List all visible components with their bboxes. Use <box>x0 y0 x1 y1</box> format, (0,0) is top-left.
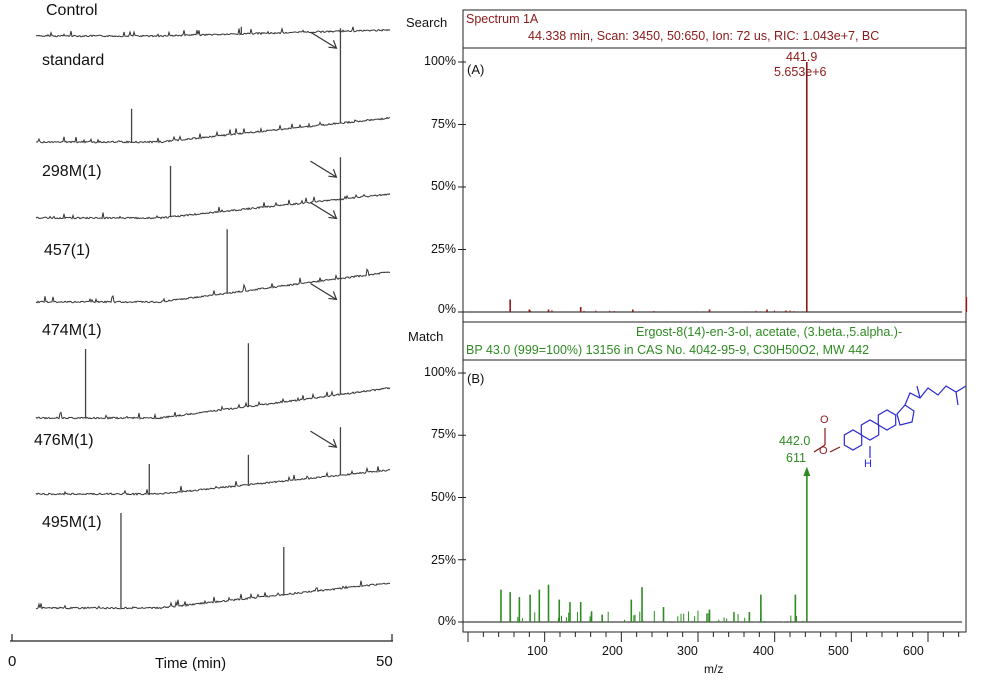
peak-label-mz-b: 442.0 <box>779 434 811 448</box>
chromatogram-trace-6 <box>35 466 391 496</box>
structure-side-chain <box>904 385 967 406</box>
trace-label-457: 457(1) <box>44 242 91 259</box>
peak-arrow <box>310 282 337 300</box>
time-axis-label: Time (min) <box>155 655 227 672</box>
trace-label-standard: standard <box>42 52 105 69</box>
structure-ring-c <box>877 409 897 431</box>
x-tick-300: 300 <box>677 644 698 658</box>
structure-ring-b <box>860 419 880 441</box>
time-axis-end: 50 <box>376 653 393 670</box>
y-tick-bottom-100: 100% <box>424 365 456 379</box>
y-tick-top-75: 75% <box>430 117 456 131</box>
trace-label-495m: 495M(1) <box>42 514 102 531</box>
structure-acetyl <box>813 444 826 453</box>
peak-arrow <box>310 430 337 448</box>
panel-label-a: (A) <box>467 62 485 77</box>
chromatogram-trace-1 <box>35 26 391 38</box>
structure-methyl <box>955 391 959 406</box>
y-tick-bottom-50: 50% <box>430 490 456 504</box>
peak-arrow-head <box>328 438 338 448</box>
trace-label-298m: 298M(1) <box>42 163 102 180</box>
peak-arrow-head <box>328 168 338 178</box>
y-tick-top-100: 100% <box>424 54 456 68</box>
peak-arrow <box>310 201 337 219</box>
search-label: Search <box>406 15 448 30</box>
x-tick-400: 400 <box>753 644 774 658</box>
trace-label-474m: 474M(1) <box>42 322 102 339</box>
chromatogram-trace-4 <box>35 268 390 304</box>
match-peak-arrow <box>803 466 811 477</box>
trace-label-476m: 476M(1) <box>34 432 94 449</box>
x-tick-200: 200 <box>602 644 623 658</box>
y-tick-bottom-75: 75% <box>430 427 456 441</box>
match-label: Match <box>408 329 444 344</box>
chromatogram-trace-2 <box>35 116 391 144</box>
peak-label-intensity-b: 611 <box>786 451 806 465</box>
spectrum-top-frame <box>462 9 967 323</box>
spectrum-title: Spectrum 1A <box>466 12 539 26</box>
chromatogram-trace-5 <box>35 387 391 420</box>
peak-label-mz-a: 441.9 <box>786 50 818 64</box>
structure-ester-bond <box>829 446 841 453</box>
peak-arrow-head <box>328 39 338 49</box>
structure-atom-o2: O <box>819 445 828 457</box>
peak-arrow <box>310 160 337 178</box>
peak-label-intensity-a: 5.653e+6 <box>774 65 827 79</box>
x-tick-600: 600 <box>903 644 924 658</box>
match-info: BP 43.0 (999=100%) 13156 in CAS No. 4042… <box>466 343 870 357</box>
time-axis-start: 0 <box>8 653 17 670</box>
x-axis-label-mz: m/z <box>704 662 724 676</box>
x-tick-500: 500 <box>828 644 849 658</box>
y-tick-top-50: 50% <box>430 179 456 193</box>
chromatogram-traces <box>10 26 393 642</box>
structure-ring-d <box>896 404 915 426</box>
y-tick-top-0: 0% <box>437 302 456 316</box>
y-tick-bottom-0: 0% <box>437 614 456 628</box>
chromatogram-trace-7 <box>35 580 391 610</box>
spectrum-bottom-frame <box>462 321 967 633</box>
y-tick-top-25: 25% <box>430 242 456 256</box>
peak-arrow <box>310 31 337 49</box>
chromatogram-trace-3 <box>35 193 391 220</box>
compound-name: Ergost-8(14)-en-3-ol, acetate, (3.beta.,… <box>636 325 903 339</box>
structure-atom-h: H <box>864 458 872 470</box>
y-tick-bottom-25: 25% <box>430 553 456 567</box>
trace-label-control: Control <box>46 2 98 19</box>
panel-label-b: (B) <box>467 371 485 386</box>
spectrum-info: 44.338 min, Scan: 3450, 50:650, Ion: 72 … <box>528 29 880 43</box>
peak-arrow-head <box>328 210 338 220</box>
x-tick-100: 100 <box>527 644 548 658</box>
peak-arrow-head <box>328 291 338 301</box>
structure-ring-a <box>843 429 863 451</box>
structure-atom-o1: O <box>820 414 829 426</box>
structure-methyl <box>916 385 921 399</box>
